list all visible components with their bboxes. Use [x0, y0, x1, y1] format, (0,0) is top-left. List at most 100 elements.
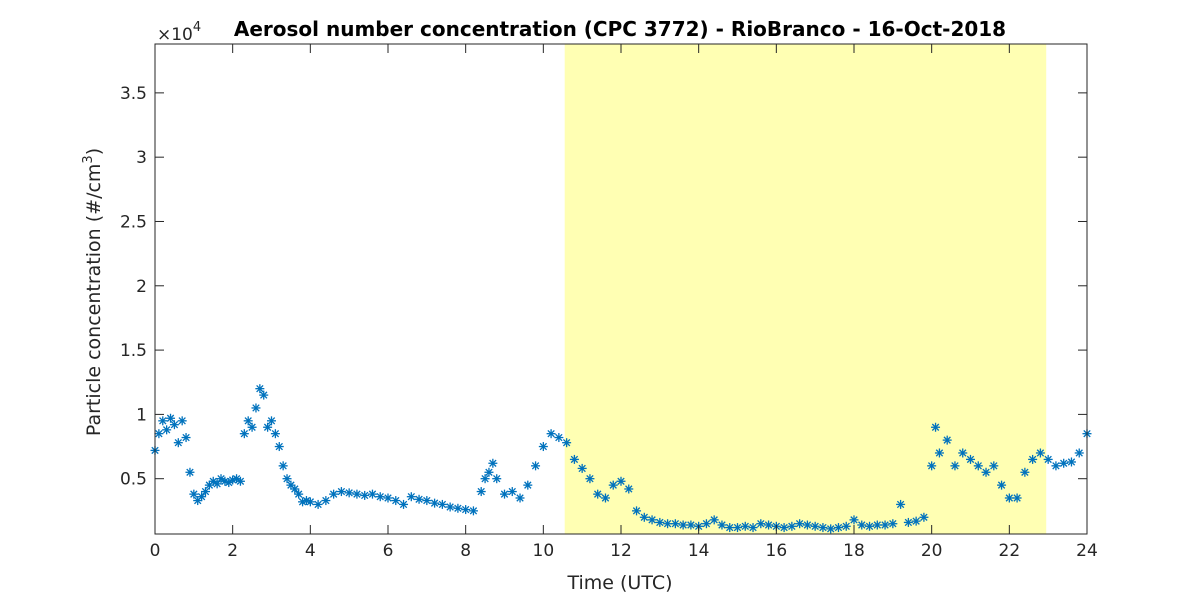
data-point — [950, 461, 960, 471]
data-point — [740, 521, 750, 531]
y-tick-label: 2.5 — [120, 212, 147, 232]
y-tick-label: 2 — [136, 277, 147, 297]
data-point — [352, 489, 362, 499]
data-point — [166, 413, 176, 423]
data-point — [445, 502, 455, 512]
y-exponent-base: ×10 — [157, 25, 193, 45]
data-point — [756, 519, 766, 529]
x-axis-label: Time (UTC) — [566, 572, 672, 594]
data-point — [1074, 448, 1084, 458]
data-point — [919, 512, 929, 522]
data-point — [857, 520, 867, 530]
data-point — [608, 480, 618, 490]
data-point — [263, 422, 273, 432]
data-point — [278, 461, 288, 471]
data-point — [911, 516, 921, 526]
data-point — [880, 520, 890, 530]
y-tick-label: 1 — [136, 405, 147, 425]
data-point — [802, 520, 812, 530]
data-point — [270, 429, 280, 439]
data-point — [468, 506, 478, 516]
data-point — [678, 520, 688, 530]
data-point — [966, 454, 975, 464]
data-point — [593, 489, 603, 499]
data-point — [810, 521, 820, 531]
data-point — [701, 519, 711, 529]
data-point — [422, 496, 432, 506]
data-point — [1020, 467, 1030, 477]
data-point — [500, 489, 509, 499]
data-point — [492, 474, 502, 484]
data-point — [585, 474, 595, 484]
data-point — [1059, 458, 1069, 468]
data-point — [290, 484, 300, 494]
data-point — [865, 521, 875, 531]
data-point — [1004, 493, 1014, 503]
data-point — [383, 493, 393, 503]
data-point — [247, 422, 257, 432]
data-point — [931, 422, 941, 432]
data-point — [973, 461, 983, 471]
y-axis-label: Particle concentration (#/cm3) — [81, 148, 105, 436]
data-point — [872, 520, 882, 530]
data-point — [934, 448, 944, 458]
data-point — [437, 499, 447, 509]
x-tick-label: 16 — [766, 541, 788, 561]
y-tick-label: 0.5 — [120, 470, 147, 490]
data-point — [903, 517, 913, 527]
data-point — [197, 492, 207, 502]
x-tick-label: 0 — [150, 541, 161, 561]
data-point — [294, 489, 304, 499]
data-point — [243, 416, 253, 426]
x-tick-label: 8 — [460, 541, 471, 561]
data-point — [632, 506, 642, 516]
data-point — [255, 384, 265, 394]
x-tick-label: 10 — [533, 541, 555, 561]
data-point — [647, 515, 657, 525]
data-point — [1012, 493, 1022, 503]
data-point — [826, 524, 836, 534]
data-point — [927, 461, 937, 471]
data-point — [663, 519, 673, 529]
data-point — [177, 416, 187, 426]
data-point — [321, 496, 331, 506]
y-tick-label: 3.5 — [120, 84, 147, 104]
data-point — [484, 467, 494, 477]
data-point — [200, 487, 210, 497]
data-point — [600, 493, 610, 503]
x-tick-label: 4 — [305, 541, 316, 561]
data-point — [181, 433, 191, 443]
data-point — [259, 390, 269, 400]
data-point — [686, 520, 696, 530]
y-axis-label-close: ) — [83, 148, 105, 155]
x-tick-label: 20 — [921, 541, 943, 561]
data-point — [267, 416, 276, 426]
data-point — [1035, 448, 1045, 458]
data-point — [577, 463, 587, 473]
data-point — [569, 454, 579, 464]
data-point — [670, 519, 680, 529]
data-point — [507, 487, 517, 497]
data-point — [461, 505, 471, 515]
data-point — [212, 479, 222, 489]
data-point — [779, 523, 789, 533]
data-point — [942, 435, 952, 445]
data-point — [616, 476, 626, 486]
data-point — [538, 442, 548, 452]
y-tick-label: 1.5 — [120, 341, 147, 361]
data-point — [430, 498, 440, 508]
data-point — [329, 489, 339, 499]
data-point — [849, 515, 859, 525]
data-point — [888, 519, 898, 529]
y-exponent-label: ×104 — [157, 20, 201, 45]
data-point — [173, 438, 183, 448]
chart-title: Aerosol number concentration (CPC 3772) … — [234, 17, 1006, 41]
data-point — [562, 438, 572, 448]
data-point — [523, 480, 533, 490]
data-point — [958, 448, 968, 458]
y-exponent-power: 4 — [193, 20, 201, 35]
data-point — [997, 480, 1007, 490]
data-point — [554, 433, 564, 443]
data-point — [476, 487, 486, 497]
